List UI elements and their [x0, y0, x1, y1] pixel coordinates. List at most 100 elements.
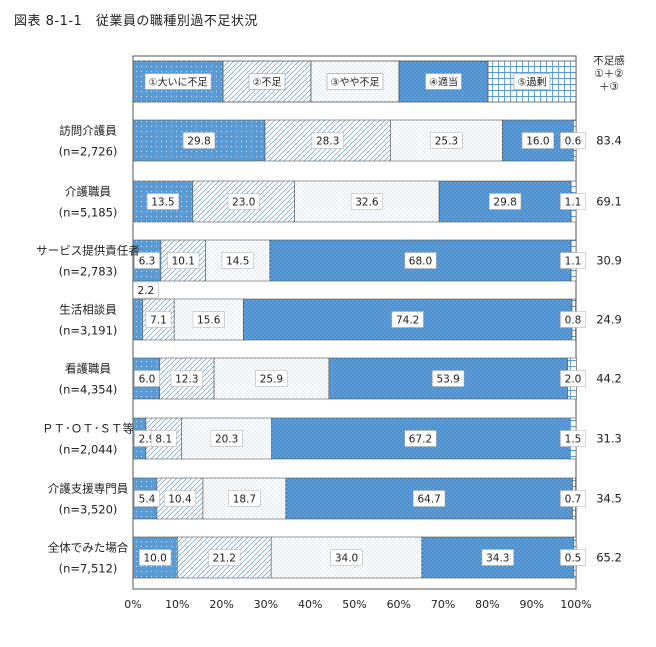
- data-label-7-2: 10.4: [168, 494, 192, 506]
- data-label-box-8-5: [560, 549, 586, 566]
- data-label-6-5: 1.5: [565, 434, 582, 446]
- category-n-5: (n=4,354): [59, 383, 118, 397]
- data-label-box-1-3: [430, 132, 463, 149]
- data-label-6-3: 20.3: [215, 434, 238, 446]
- shortage-value-1: 83.4: [596, 134, 622, 148]
- data-label-7-4: 64.7: [417, 494, 440, 506]
- data-label-7-5: 0.7: [565, 494, 582, 506]
- shortage-value-7: 34.5: [596, 492, 622, 506]
- data-label-box-2-2: [227, 193, 260, 210]
- category-labels: 訪問介護員 (n=2,726) 介護職員 (n=5,185) サービス提供責任者 (n=2…: [36, 124, 140, 576]
- legend-label-box-1: [144, 73, 212, 90]
- data-label-box-6-2: [150, 430, 177, 447]
- legend-label-4: ④適当: [429, 76, 458, 89]
- data-label-box-4-4: [391, 311, 424, 328]
- data-label-2-3: 32.6: [355, 197, 379, 209]
- data-label-box-1-4: [521, 132, 554, 149]
- shortage-value-5: 44.2: [596, 372, 622, 386]
- x-tick-label-7: 70%: [431, 598, 455, 611]
- data-label-1-2: 28.3: [316, 136, 339, 148]
- x-tick-label-4: 40%: [298, 598, 322, 611]
- data-label-box-7-2: [163, 490, 197, 507]
- x-tick-label-9: 90%: [519, 598, 543, 611]
- shortage-header-line-3: ＋③: [599, 81, 619, 93]
- data-label-box-7-5: [560, 490, 586, 507]
- data-label-box-7-1: [134, 490, 160, 507]
- category-label-5: 看護職員: [65, 362, 111, 376]
- data-label-box-3-2: [167, 252, 200, 269]
- shortage-header-line-1: 不足感: [593, 54, 625, 67]
- shortage-header-line-2: ①＋②: [594, 68, 623, 80]
- data-label-box-5-4: [432, 370, 465, 387]
- data-label-box-6-5: [560, 430, 586, 447]
- data-label-1-5: 0.6: [565, 136, 582, 148]
- data-label-box-5-2: [170, 370, 203, 387]
- data-label-2-2: 23.0: [232, 197, 255, 209]
- data-label-box-8-3: [330, 549, 363, 566]
- data-label-5-1: 6.0: [139, 374, 156, 386]
- data-label-8-1: 10.0: [143, 553, 166, 565]
- data-label-box-8-1: [139, 549, 172, 566]
- data-label-box-1-1: [182, 132, 216, 149]
- data-label-3-1: 6.3: [139, 256, 156, 268]
- data-label-6-4: 67.2: [409, 434, 432, 446]
- x-tick-label-3: 30%: [254, 598, 278, 611]
- data-label-box-2-1: [146, 193, 179, 210]
- legend-label-box-2: [248, 73, 286, 90]
- data-label-box-2-3: [350, 193, 383, 210]
- shortage-value-4: 24.9: [596, 313, 622, 327]
- category-label-3: サービス提供責任者: [36, 244, 140, 258]
- x-tick-label-1: 10%: [165, 598, 189, 611]
- data-label-box-5-5: [560, 370, 586, 387]
- shortage-value-6: 31.3: [596, 432, 622, 446]
- x-tick-label-10: 100%: [560, 598, 591, 611]
- data-label-4-3: 15.6: [197, 315, 221, 327]
- category-n-6: (n=2,044): [59, 443, 118, 457]
- data-label-3-2: 10.1: [172, 256, 195, 268]
- data-label-box-2-5: [560, 193, 586, 210]
- bar-segment-1-2: [264, 119, 391, 162]
- data-label-7-1: 5.4: [139, 494, 156, 506]
- figure-title: 図表 8-1-1 従業員の職種別過不足状況: [14, 14, 258, 29]
- data-label-box-2-4: [489, 193, 522, 210]
- data-label-box-3-5: [560, 252, 586, 269]
- legend-label-box-4: [425, 73, 462, 90]
- shortage-values: 83.4 69.1 30.9 24.9 44.2 31.3 34.5 65.2: [596, 134, 622, 565]
- data-label-box-7-4: [413, 490, 446, 507]
- data-label-box-4-2: [145, 311, 172, 328]
- data-label-box-4-5: [560, 311, 586, 328]
- data-label-8-3: 34.0: [335, 553, 358, 565]
- data-label-1-4: 16.0: [526, 136, 549, 148]
- category-n-8: (n=7,512): [59, 562, 118, 576]
- legend-label-2: ②不足: [253, 77, 282, 89]
- data-label-4-5: 0.8: [565, 315, 582, 327]
- data-label-box-1-2: [311, 132, 344, 149]
- data-label-1-1: 29.8: [187, 136, 210, 148]
- category-label-2: 介護職員: [65, 185, 111, 199]
- category-n-4: (n=3,191): [59, 324, 118, 338]
- data-label-7-3: 18.7: [233, 494, 256, 506]
- data-label-8-2: 21.2: [213, 553, 236, 565]
- data-label-box-1-5: [560, 132, 586, 149]
- legend-label-box-5: [513, 73, 551, 90]
- data-label-box-3-3: [221, 252, 254, 269]
- x-tick-label-2: 20%: [209, 598, 233, 611]
- legend: ①大いに不足 ②不足 ③やや不足 ④適当 ⑤過剰: [132, 60, 577, 103]
- data-label-4-1: 2.2: [138, 285, 155, 297]
- category-n-2: (n=5,185): [59, 206, 118, 220]
- data-label-5-4: 53.9: [436, 374, 459, 386]
- category-n-1: (n=2,726): [59, 145, 118, 159]
- x-tick-label-6: 60%: [387, 598, 411, 611]
- data-label-8-4: 34.3: [486, 553, 509, 565]
- data-label-box-4-1: [133, 281, 159, 299]
- data-label-box-8-2: [208, 549, 241, 566]
- data-label-box-5-1: [134, 370, 160, 387]
- x-tick-label-8: 80%: [475, 598, 499, 611]
- data-label-box-6-3: [210, 430, 243, 447]
- data-label-1-3: 25.3: [435, 136, 458, 148]
- x-axis: 0% 10% 20% 30% 40% 50% 60% 70% 80% 90% 100%: [124, 598, 591, 611]
- category-n-7: (n=3,520): [59, 503, 118, 517]
- data-label-3-3: 14.5: [226, 256, 249, 268]
